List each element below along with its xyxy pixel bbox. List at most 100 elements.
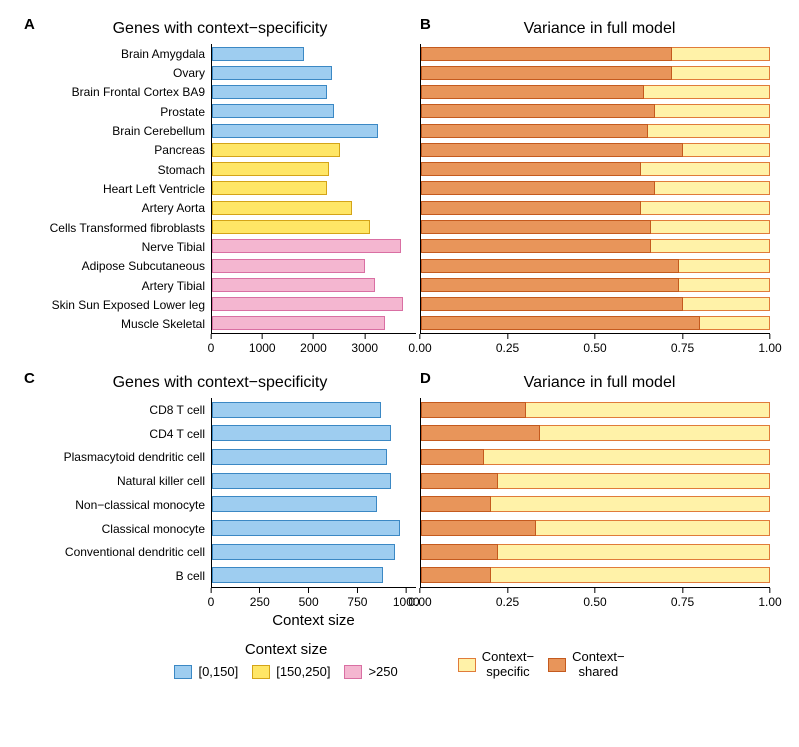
panel-a-xaxis: 0100020003000 <box>211 334 416 356</box>
bar <box>212 85 327 99</box>
bar-specific <box>641 162 770 176</box>
bar-shared <box>421 181 655 195</box>
panel-a-title: Genes with context−specificity <box>20 20 420 38</box>
bar <box>212 297 403 311</box>
bar <box>212 201 352 215</box>
panel-c-label: C <box>24 370 35 387</box>
bar-specific <box>498 473 770 489</box>
bar <box>212 143 340 157</box>
bar-specific <box>651 220 770 234</box>
bar-specific <box>641 201 770 215</box>
legend-swatch <box>252 665 270 679</box>
bar-shared <box>421 259 679 273</box>
bar <box>212 316 385 330</box>
tissue-label: Prostate <box>20 106 205 118</box>
bar-shared <box>421 85 644 99</box>
x-tick: 0.50 <box>583 588 606 609</box>
tissue-label: Muscle Skeletal <box>20 318 205 330</box>
legend-item: [150,250] <box>252 664 330 679</box>
legend-swatch <box>174 665 192 679</box>
bar <box>212 259 365 273</box>
bar-specific <box>526 402 770 418</box>
legend-label: Context−specific <box>482 650 534 679</box>
bar-specific <box>536 520 770 536</box>
bar-shared <box>421 278 679 292</box>
x-tick: 0 <box>208 588 215 609</box>
bar-shared <box>421 297 683 311</box>
bar-shared <box>421 520 536 536</box>
legend-label: [150,250] <box>276 664 330 679</box>
bar-specific <box>648 124 770 138</box>
tissue-label: Artery Aorta <box>20 202 205 214</box>
x-tick: 0.00 <box>408 588 431 609</box>
bar-specific <box>491 567 770 583</box>
x-tick: 0.50 <box>583 334 606 355</box>
bar <box>212 567 383 583</box>
top-row: A Genes with context−specificity Brain A… <box>20 20 779 356</box>
bar <box>212 402 381 418</box>
panel-d-label: D <box>420 370 431 387</box>
bar-shared <box>421 220 651 234</box>
x-tick: 500 <box>299 588 319 609</box>
tissue-label: Adipose Subcutaneous <box>20 260 205 272</box>
panel-d-xaxis: 0.000.250.500.751.00 <box>420 588 770 610</box>
celltype-label: Classical monocyte <box>20 523 205 535</box>
celltype-label: CD8 T cell <box>20 404 205 416</box>
bar-shared <box>421 201 641 215</box>
bar <box>212 425 391 441</box>
panel-c-xtitle: Context size <box>211 612 416 629</box>
panel-c: C Genes with context−specificity CD8 T c… <box>20 374 420 629</box>
bottom-row: C Genes with context−specificity CD8 T c… <box>20 374 779 629</box>
x-tick: 750 <box>347 588 367 609</box>
bar-specific <box>683 143 770 157</box>
bar-shared <box>421 162 641 176</box>
panel-a-plot <box>211 44 416 334</box>
tissue-label: Heart Left Ventricle <box>20 183 205 195</box>
bar <box>212 47 304 61</box>
bar-shared <box>421 567 491 583</box>
legend-item: >250 <box>344 664 397 679</box>
bar <box>212 449 387 465</box>
tissue-label: Ovary <box>20 67 205 79</box>
bar-shared <box>421 544 498 560</box>
x-tick: 0.25 <box>496 588 519 609</box>
celltype-label: Non−classical monocyte <box>20 499 205 511</box>
panel-b-label: B <box>420 16 431 33</box>
bar-shared <box>421 449 484 465</box>
panel-d-title: Variance in full model <box>420 374 779 392</box>
bar-shared <box>421 124 648 138</box>
x-tick: 0.25 <box>496 334 519 355</box>
legends: Context size [0,150] [150,250] >250 Contex… <box>20 641 779 679</box>
x-tick: 0 <box>208 334 215 355</box>
bar-specific <box>700 316 770 330</box>
legend-swatch <box>548 658 566 672</box>
bar-shared <box>421 143 683 157</box>
panel-c-plot <box>211 398 416 588</box>
bar <box>212 544 395 560</box>
bar <box>212 124 378 138</box>
bar-specific <box>491 496 770 512</box>
bar-shared <box>421 402 526 418</box>
bar-specific <box>679 259 770 273</box>
x-tick: 3000 <box>351 334 378 355</box>
panel-a: A Genes with context−specificity Brain A… <box>20 20 420 356</box>
panel-c-title: Genes with context−specificity <box>20 374 420 392</box>
bar <box>212 473 391 489</box>
bar-shared <box>421 425 540 441</box>
legend-item: [0,150] <box>174 664 238 679</box>
celltype-label: Conventional dendritic cell <box>20 546 205 558</box>
figure: A Genes with context−specificity Brain A… <box>20 20 779 679</box>
panel-b: B Variance in full model 0.000.250.500.7… <box>420 20 779 356</box>
bar-specific <box>540 425 770 441</box>
x-tick: 1000 <box>249 334 276 355</box>
tissue-label: Stomach <box>20 164 205 176</box>
tissue-label: Skin Sun Exposed Lower leg <box>20 299 205 311</box>
panel-c-ylabels: CD8 T cellCD4 T cellPlasmacytoid dendrit… <box>20 398 211 588</box>
celltype-label: B cell <box>20 570 205 582</box>
x-tick: 1.00 <box>758 334 781 355</box>
bar <box>212 520 400 536</box>
legend-size-title: Context size <box>174 641 397 658</box>
x-tick: 250 <box>250 588 270 609</box>
bar-shared <box>421 47 672 61</box>
panel-b-xaxis: 0.000.250.500.751.00 <box>420 334 770 356</box>
